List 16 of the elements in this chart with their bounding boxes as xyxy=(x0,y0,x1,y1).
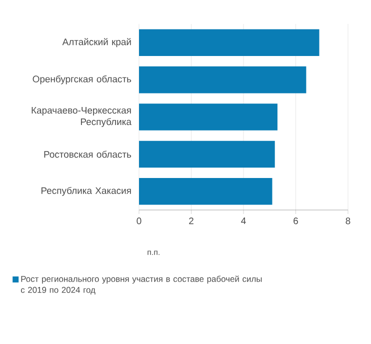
y-tick-label: Республика Хакасия xyxy=(42,186,131,196)
bar xyxy=(139,178,272,205)
bar xyxy=(139,104,278,130)
bar xyxy=(139,140,275,168)
x-tick-label: 4 xyxy=(241,218,246,224)
x-tick-label: 2 xyxy=(189,218,194,224)
y-tick-label: Алтайский край xyxy=(62,38,131,48)
bar xyxy=(139,66,306,94)
x-tick-label: 0 xyxy=(136,218,142,224)
x-tick-label: 8 xyxy=(346,218,350,224)
legend-label: Рост регионального уровня участия в составе рабочей силы с 2019 по 2024 год xyxy=(20,276,262,294)
bar xyxy=(139,29,320,56)
x-tick-label: 6 xyxy=(294,218,298,224)
y-tick-label: Карачаево-Черкесская Республика xyxy=(32,107,132,127)
y-tick-label: Ростовская область xyxy=(44,150,132,158)
y-tick-label: Оренбургская область xyxy=(32,75,132,84)
